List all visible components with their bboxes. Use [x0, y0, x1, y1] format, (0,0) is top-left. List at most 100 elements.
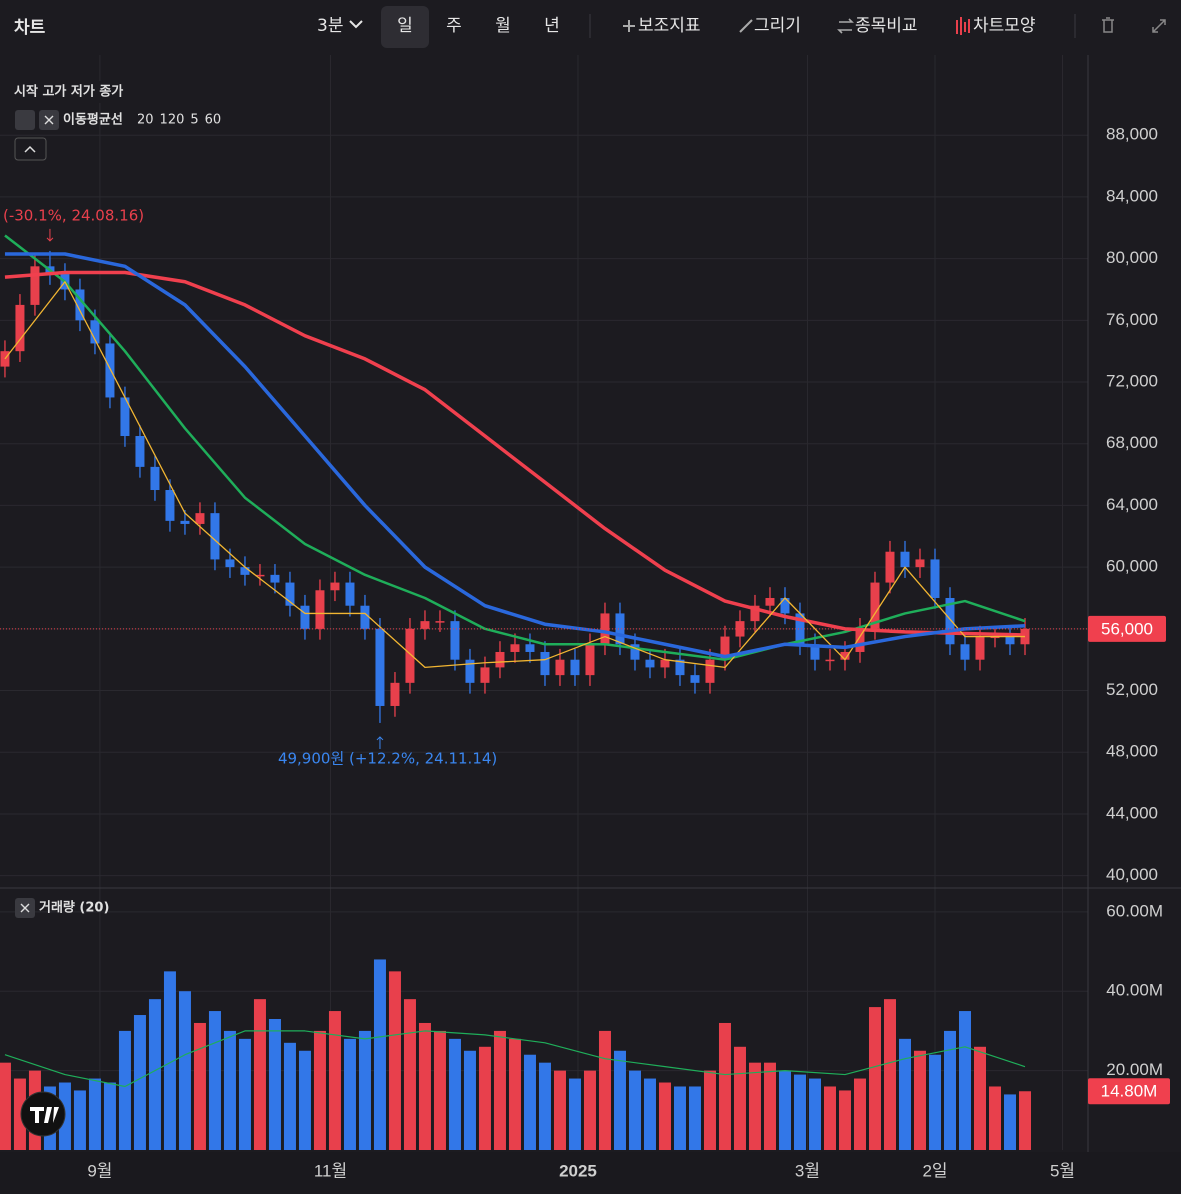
last-price-label: 56,000: [1101, 619, 1153, 638]
candle-body: [570, 659, 580, 676]
volume-bar: [478, 1046, 491, 1150]
candle-body: [630, 644, 640, 660]
candle-body: [180, 520, 190, 524]
close-icon: [44, 115, 54, 125]
volume-ma-line: [4, 1030, 1026, 1088]
candle-body: [480, 667, 490, 683]
compare-icon: [837, 18, 854, 34]
volume-legend: 거래량 (20): [39, 901, 109, 916]
candle-body: [840, 651, 850, 660]
collapse-button[interactable]: [14, 137, 47, 161]
volume-bar: [13, 1078, 26, 1150]
candle-body: [720, 636, 730, 660]
volume-bar: [178, 991, 191, 1150]
y-tick-label: 48,000: [1106, 742, 1158, 761]
volume-bar: [118, 1030, 131, 1150]
candle-body: [945, 597, 955, 645]
volume-bar: [493, 1030, 506, 1150]
candle-body: [780, 597, 790, 614]
tool[interactable]: 보조지표: [638, 16, 701, 36]
volume-bar: [733, 1046, 746, 1150]
volume-bar: [838, 1090, 851, 1150]
volume-bar: [343, 1038, 356, 1150]
period[interactable]: 월: [495, 16, 511, 36]
volume-bar: [778, 1070, 791, 1150]
candle-body: [675, 659, 685, 676]
volume-bar: [283, 1042, 296, 1150]
candle-body: [690, 675, 700, 683]
period[interactable]: 년: [544, 16, 560, 36]
y-tick-label: 84,000: [1106, 186, 1158, 205]
volume-tick-label: 60.00M: [1106, 901, 1163, 920]
candle-body: [150, 466, 160, 491]
candle-body: [315, 590, 325, 629]
candle-body: [345, 582, 355, 606]
y-tick-label: 80,000: [1106, 248, 1158, 267]
candle-body: [120, 397, 130, 437]
draw-icon: [739, 19, 753, 33]
tool[interactable]: 종목비교: [855, 16, 918, 36]
ma-line: [4, 270, 1026, 637]
volume-bar: [628, 1070, 641, 1150]
x-tick-label: 2025: [559, 1161, 597, 1180]
volume-bar: [853, 1078, 866, 1150]
candle-body: [360, 605, 370, 629]
volume-bar: [943, 1030, 956, 1150]
volume-bar: [88, 1078, 101, 1150]
volume-bar: [928, 1054, 941, 1150]
candle-body: [540, 651, 550, 676]
volume-bar: [1003, 1094, 1016, 1150]
interval[interactable]: 3분: [317, 16, 343, 36]
volume-bar: [373, 959, 386, 1150]
candle-body: [975, 636, 985, 660]
candle-body: [885, 551, 895, 583]
candle-body: [390, 682, 400, 706]
plus-icon: [623, 20, 635, 32]
collapse-icon: [24, 145, 36, 153]
period[interactable]: 주: [446, 16, 462, 36]
y-tick-label: 52,000: [1106, 680, 1158, 699]
volume-bar: [643, 1078, 656, 1150]
volume-bar: [1018, 1091, 1031, 1150]
volume-tick-label: 40.00M: [1106, 981, 1163, 1000]
volume-bar: [973, 1046, 986, 1150]
expand-icon[interactable]: [1152, 19, 1166, 33]
trash-icon[interactable]: [1102, 17, 1114, 33]
volume-bar: [673, 1086, 686, 1150]
tool[interactable]: 차트모양: [973, 16, 1036, 36]
volume-bar: [523, 1054, 536, 1150]
period[interactable]: 일: [397, 16, 413, 36]
volume-bar: [388, 971, 401, 1150]
candle-body: [90, 320, 100, 344]
ma-line: [4, 252, 1026, 659]
volume-bar: [898, 1038, 911, 1150]
volume-bar: [583, 1070, 596, 1150]
logo: [20, 1091, 66, 1137]
volume-bar: [223, 1030, 236, 1150]
y-tick-label: 44,000: [1106, 803, 1158, 822]
volume-bar: [703, 1070, 716, 1150]
candle-body: [105, 343, 115, 398]
candle-body: [270, 574, 280, 583]
volume-bar: [958, 1011, 971, 1150]
candle-body: [0, 351, 10, 367]
candle-body: [735, 621, 745, 637]
hide-button[interactable]: [15, 110, 35, 130]
volume-bar: [463, 1050, 476, 1150]
candle-body: [930, 559, 940, 598]
y-tick-label: 40,000: [1106, 865, 1158, 884]
logo-mark: [30, 1107, 59, 1123]
volume-bar: [268, 1019, 281, 1150]
candle-body: [375, 628, 385, 706]
candle-body: [75, 289, 85, 321]
x-axis-bg: [0, 1152, 1181, 1190]
y-tick-label: 76,000: [1106, 310, 1158, 329]
candle-body: [450, 621, 460, 660]
volume-bar: [418, 1022, 431, 1150]
candle-body: [510, 644, 520, 652]
ma-legend: 이동평균선: [63, 112, 123, 128]
volume-bar: [688, 1086, 701, 1150]
candle-body: [15, 304, 25, 352]
tool[interactable]: 그리기: [754, 16, 801, 36]
high-annotation: (-30.1%, 24.08.16): [3, 206, 144, 224]
